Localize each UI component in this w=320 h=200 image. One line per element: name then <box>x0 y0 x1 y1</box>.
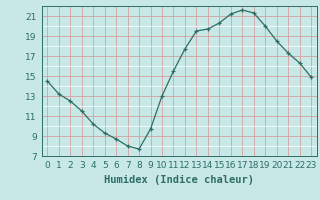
X-axis label: Humidex (Indice chaleur): Humidex (Indice chaleur) <box>104 175 254 185</box>
